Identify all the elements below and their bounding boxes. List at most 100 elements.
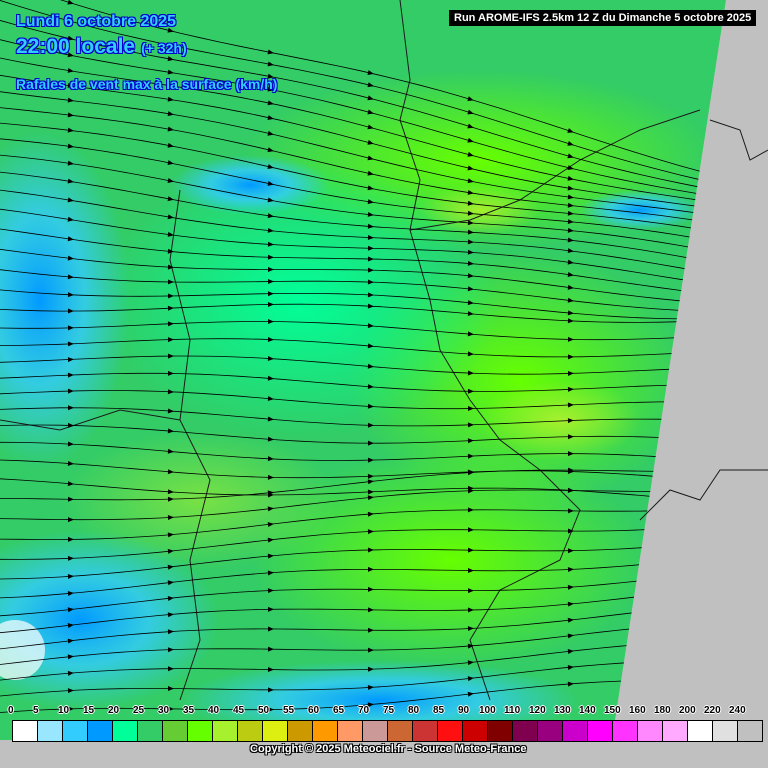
flow-arrow [467,643,474,649]
flow-arrow [167,469,174,475]
legend-label: 110 [504,705,521,716]
flow-arrow [367,279,374,285]
legend-swatch [313,721,338,741]
flow-arrow [67,35,74,41]
flow-arrow [567,165,574,170]
flow-arrow [367,234,374,240]
flow-arrow [367,109,374,115]
local-time: 22:00 locale [16,35,136,58]
flow-arrow [467,311,474,317]
flow-arrow [267,301,274,307]
flow-arrow [267,73,274,79]
legend-swatch [263,721,288,741]
flow-arrow [267,375,274,381]
flow-arrow [167,448,174,454]
flow-arrow [467,453,474,459]
legend-label: 20 [108,705,120,716]
flow-arrow [67,623,74,628]
flow-arrow [567,141,574,146]
flow-arrow [467,676,474,682]
legend-swatch [638,721,663,741]
legend-swatch [338,721,363,741]
flow-arrow [367,495,374,501]
flow-arrow [367,479,374,485]
flow-arrow [67,0,74,5]
flow-arrow [267,490,274,496]
flow-arrow [467,422,474,428]
flow-arrow [467,470,474,476]
flow-arrow [167,515,174,521]
flow-arrow [467,137,474,143]
flow-arrow [467,691,474,697]
flow-arrow [567,185,574,191]
flow-arrow [367,256,374,262]
flow-arrow [167,337,174,343]
flow-arrow [67,460,74,466]
flow-arrow [567,248,574,254]
flow-arrow [567,451,574,457]
flow-arrow [267,436,274,442]
flow-arrow [367,473,374,479]
copyright: Copyright © 2025 Meteociel.fr - Source M… [250,743,527,755]
flow-arrow [67,160,74,166]
flow-arrow [267,279,274,285]
flow-arrow [367,627,374,633]
flow-arrow [67,670,74,676]
flow-arrow [67,357,74,363]
flow-arrow [267,61,274,67]
flow-arrow [267,86,274,92]
flow-arrow [567,210,574,216]
flow-arrow [67,67,74,73]
flow-arrow [167,496,174,502]
flow-arrow [567,467,574,473]
flow-arrow [467,229,474,235]
flow-arrow [567,548,574,554]
legend-swatch [213,721,238,741]
flow-arrow [67,422,74,428]
flow-arrow [567,354,574,360]
flow-arrow [267,319,274,325]
legend-label: 30 [158,705,170,716]
flow-arrow [167,647,174,653]
flow-arrow [67,591,74,597]
legend-swatch [113,721,138,741]
legend-label: 130 [554,705,571,716]
flow-arrow [167,353,174,359]
flow-arrow [467,123,474,129]
flow-arrow [167,564,174,570]
flow-arrow [167,214,174,220]
flow-arrow [467,370,474,376]
flow-arrow [67,688,74,694]
flow-arrow [467,607,474,613]
legend-swatch [163,721,188,741]
flow-arrow [267,687,274,693]
flow-arrow [567,508,574,514]
flow-arrow [167,548,174,554]
flow-arrow [267,588,274,594]
flow-arrow [467,239,474,245]
flow-arrow [467,547,474,553]
flow-arrow [467,331,474,337]
flow-arrow [467,210,474,216]
flow-arrow [267,606,274,612]
legend-swatch [63,721,88,741]
flow-arrow [67,372,74,378]
flow-arrow [367,511,374,517]
legend-label: 35 [183,705,195,716]
flow-arrow [367,292,374,298]
legend-label: 60 [308,705,320,716]
legend-swatch [713,721,738,741]
flow-arrow [367,440,374,446]
legend-swatch [413,721,438,741]
flow-arrow [267,241,274,247]
flow-arrow [267,506,274,512]
flow-arrow [367,211,374,217]
legend-labels: 0 5 10 15 20 25 30 35 40 45 50 55 60 65 70 75 80 85 90 100 1… [0,705,768,719]
flow-arrow [367,422,374,428]
flow-arrow [267,213,274,219]
lead-time: (+ 32h) [141,40,187,56]
flow-arrow [367,343,374,349]
flow-arrow [467,249,474,255]
legend-swatch [513,721,538,741]
